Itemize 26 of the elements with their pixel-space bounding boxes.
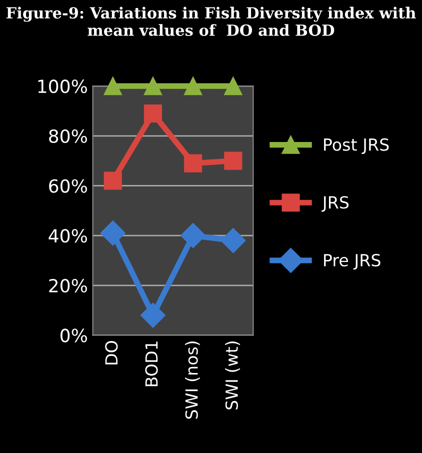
chart-title: Figure-9: Variations in Fish Diversity index with mean values of DO and BOD <box>6 6 416 36</box>
point <box>180 223 206 248</box>
point <box>104 77 122 96</box>
x-tick-label: SWI (nos) <box>185 342 200 419</box>
legend-label: JRS <box>322 196 349 212</box>
point <box>184 77 202 96</box>
legend-label: Pre JRS <box>324 254 380 270</box>
point <box>144 104 162 123</box>
point <box>140 302 166 328</box>
y-tick-label: 20% <box>49 278 87 293</box>
y-tick-label: 40% <box>48 229 87 243</box>
y-tick-label: 80% <box>49 129 87 144</box>
point <box>104 172 122 190</box>
point <box>224 152 242 170</box>
point <box>184 154 202 172</box>
point <box>224 77 242 96</box>
point <box>220 228 246 254</box>
y-tick-label: 0% <box>60 328 87 342</box>
x-tick-label: DO <box>105 341 118 364</box>
legend-label: Post JRS <box>324 138 389 154</box>
x-tick-label: SWI (wt) <box>225 342 240 410</box>
point <box>100 220 126 246</box>
y-tick-label: 60% <box>49 179 87 193</box>
point <box>144 77 162 96</box>
y-tick-label: 100% <box>38 80 87 94</box>
x-tick-label: BOD1 <box>145 342 158 386</box>
